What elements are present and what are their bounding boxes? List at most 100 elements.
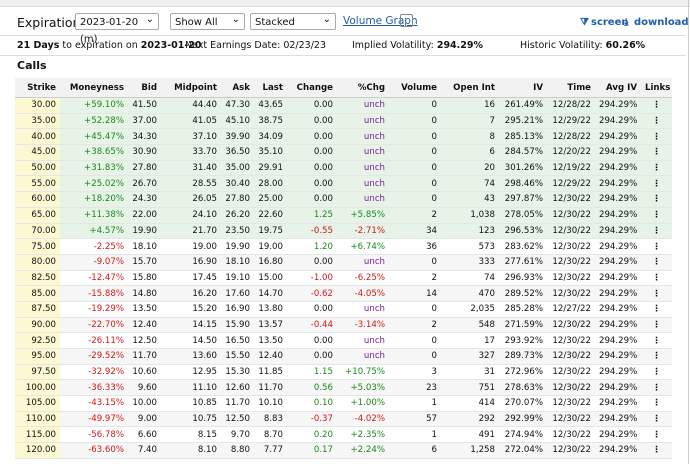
cell: 27.80 xyxy=(221,191,254,208)
cell: 15.50 xyxy=(221,348,254,365)
cell: 12/30/22 xyxy=(547,285,595,302)
cell: 29.91 xyxy=(254,160,287,177)
links-menu[interactable]: ⋮ xyxy=(641,301,672,318)
cell: 30.40 xyxy=(221,175,254,193)
option-row: 97.50 -32.92% 10.60 12.95 15.30 11.85 1.15 +10.… xyxy=(15,364,672,381)
links-menu[interactable]: ⋮ xyxy=(641,285,672,302)
links-menu[interactable]: ⋮ xyxy=(641,128,672,146)
screen-link[interactable]: screen xyxy=(591,17,629,28)
cell: 294.29% xyxy=(595,301,641,318)
cell: 12.50 xyxy=(221,411,254,428)
filter-select[interactable]: Show All xyxy=(170,11,245,30)
cell: -2.71% xyxy=(337,223,389,240)
cell: 15.20 xyxy=(161,301,221,318)
links-menu[interactable]: ⋮ xyxy=(641,238,672,255)
cell: 294.29% xyxy=(595,175,641,193)
links-menu[interactable]: ⋮ xyxy=(641,395,672,412)
cell: 12/29/22 xyxy=(547,175,595,193)
layout-select[interactable]: Stacked xyxy=(250,11,336,30)
cell: +5.03% xyxy=(337,379,389,397)
links-menu[interactable]: ⋮ xyxy=(641,191,672,208)
expiration-select[interactable]: 2023-01-20 (m) xyxy=(75,11,159,45)
cell: 1 xyxy=(389,426,441,444)
links-menu[interactable]: ⋮ xyxy=(641,379,672,397)
option-row: 92.50 -26.11% 12.50 14.50 16.50 13.50 0.00 unch… xyxy=(15,332,672,349)
links-menu[interactable]: ⋮ xyxy=(641,223,672,240)
links-menu[interactable]: ⋮ xyxy=(641,144,672,161)
links-menu[interactable]: ⋮ xyxy=(641,113,672,130)
option-row: 65.00 +11.38% 22.00 24.10 26.20 22.60 1.25 +5.8… xyxy=(15,207,672,224)
links-menu[interactable]: ⋮ xyxy=(641,270,672,287)
cell: 10.10 xyxy=(254,395,287,412)
cell: 14 xyxy=(389,285,441,302)
option-row: 40.00 +45.47% 34.30 37.10 39.90 34.09 0.00 unch… xyxy=(15,128,672,146)
cell: -2.25% xyxy=(60,238,128,255)
links-menu[interactable]: ⋮ xyxy=(641,207,672,224)
cell: unch xyxy=(337,128,389,146)
cell: unch xyxy=(337,160,389,177)
cell: 293.92% xyxy=(499,332,547,349)
links-menu[interactable]: ⋮ xyxy=(641,97,672,114)
links-menu[interactable]: ⋮ xyxy=(641,254,672,271)
iv-info: Implied Volatility: 294.29% xyxy=(352,40,483,51)
cell: +2.24% xyxy=(337,442,389,459)
cell: -3.14% xyxy=(337,317,389,334)
links-menu[interactable]: ⋮ xyxy=(641,411,672,428)
option-row: 105.00 -43.15% 10.00 10.85 11.70 10.10 0.10 +1.… xyxy=(15,395,672,412)
links-menu[interactable]: ⋮ xyxy=(641,426,672,444)
cell: 0 xyxy=(389,301,441,318)
cell: 7 xyxy=(441,113,499,130)
option-row: 85.00 -15.88% 14.80 16.20 17.60 14.70 -0.62 -4.… xyxy=(15,285,672,302)
volume-graph-link[interactable]: Volume Graph xyxy=(343,15,418,27)
links-menu[interactable]: ⋮ xyxy=(641,332,672,349)
cell: +10.75% xyxy=(337,364,389,381)
links-menu[interactable]: ⋮ xyxy=(641,175,672,193)
info-bar: 21 Days to expiration on 2023-01-20 Next… xyxy=(0,37,686,56)
links-menu[interactable]: ⋮ xyxy=(641,160,672,177)
cell: 33.70 xyxy=(161,144,221,161)
cell: 298.46% xyxy=(499,175,547,193)
cell: 12/28/22 xyxy=(547,97,595,114)
cell: 15.00 xyxy=(254,270,287,287)
cell: 28.55 xyxy=(161,175,221,193)
column-header: Ask xyxy=(221,78,254,98)
cell: +59.10% xyxy=(60,97,128,114)
cell: -4.05% xyxy=(337,285,389,302)
links-menu[interactable]: ⋮ xyxy=(641,317,672,334)
cell: 92.50 xyxy=(15,332,60,349)
cell: 294.29% xyxy=(595,113,641,130)
cell: 75.00 xyxy=(15,238,60,255)
cell: +4.57% xyxy=(60,223,128,240)
section-title: Calls xyxy=(17,59,47,72)
cell: 283.62% xyxy=(499,238,547,255)
cell: 25.00 xyxy=(254,191,287,208)
cell: 12/30/22 xyxy=(547,364,595,381)
cell: 12.60 xyxy=(221,379,254,397)
cell: 301.26% xyxy=(499,160,547,177)
download-link[interactable]: download xyxy=(634,17,689,28)
cell: 19.10 xyxy=(221,270,254,287)
cell: 573 xyxy=(441,238,499,255)
cell: 15.80 xyxy=(128,270,161,287)
links-menu[interactable]: ⋮ xyxy=(641,348,672,365)
cell: +52.28% xyxy=(60,113,128,130)
cell: 8.15 xyxy=(161,426,221,444)
cell: +1.00% xyxy=(337,395,389,412)
cell: 0.00 xyxy=(287,160,337,177)
links-menu[interactable]: ⋮ xyxy=(641,364,672,381)
links-menu[interactable]: ⋮ xyxy=(641,442,672,459)
cell: 12/30/22 xyxy=(547,395,595,412)
cell: 0.00 xyxy=(287,97,337,114)
cell: 16.90 xyxy=(221,301,254,318)
column-header: Open Int xyxy=(441,78,499,98)
cell: 1.25 xyxy=(287,207,337,224)
checkbox[interactable] xyxy=(400,14,413,27)
cell: 28.00 xyxy=(254,175,287,193)
cell: 12/20/22 xyxy=(547,144,595,161)
cell: 15.90 xyxy=(221,317,254,334)
cell: 41.50 xyxy=(128,97,161,114)
cell: 16.20 xyxy=(161,285,221,302)
cell: unch xyxy=(337,191,389,208)
cell: 271.59% xyxy=(499,317,547,334)
cell: 12/27/22 xyxy=(547,301,595,318)
